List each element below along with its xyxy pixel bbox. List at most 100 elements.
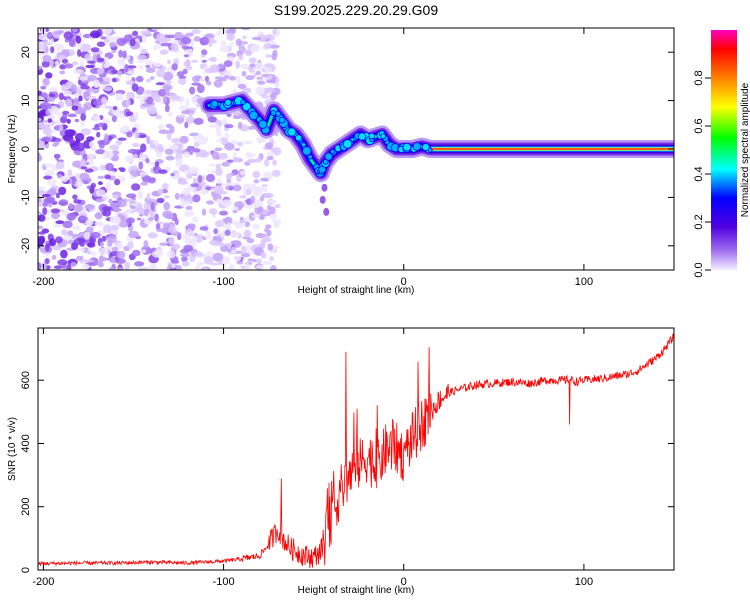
noise-blob: [178, 105, 189, 111]
noise-blob: [181, 261, 190, 267]
x-tick-label: 100: [575, 576, 593, 588]
noise-blob: [80, 166, 88, 170]
noise-blob: [245, 159, 257, 163]
noise-blob: [271, 52, 278, 61]
noise-blob: [138, 65, 144, 71]
noise-blob: [130, 205, 135, 209]
noise-blob: [131, 183, 141, 191]
noise-blob: [218, 28, 223, 34]
noise-blob: [168, 144, 179, 150]
noise-blob: [109, 144, 120, 151]
noise-blob: [170, 137, 181, 144]
noise-blob: [139, 171, 147, 176]
noise-blob: [63, 31, 74, 40]
noise-blob: [44, 258, 50, 265]
noise-blob: [51, 211, 60, 220]
noise-blob: [95, 149, 106, 155]
noise-blob: [264, 63, 274, 68]
ridge-blob: [342, 139, 353, 149]
noise-blob: [213, 79, 223, 88]
noise-blob: [152, 62, 162, 67]
noise-blob: [250, 195, 256, 204]
noise-blob: [140, 181, 149, 186]
noise-blob: [46, 31, 53, 40]
noise-blob: [253, 73, 257, 78]
noise-blob: [45, 243, 50, 252]
noise-blob: [56, 54, 67, 60]
noise-blob: [170, 267, 177, 270]
snr-frame: [37, 327, 675, 571]
x-tick-label: 0: [401, 276, 407, 288]
noise-blob: [114, 178, 121, 186]
ridge-blob: [224, 98, 232, 107]
noise-blob: [163, 222, 170, 228]
noise-blob: [124, 63, 129, 73]
noise-blob: [43, 163, 55, 168]
noise-blob: [167, 112, 174, 117]
noise-blob: [52, 142, 58, 147]
noise-blob: [238, 54, 244, 61]
noise-blob: [60, 229, 68, 236]
x-tick-label: -200: [32, 276, 54, 288]
noise-blob: [218, 78, 227, 82]
noise-blob: [97, 122, 105, 128]
noise-blob: [203, 267, 209, 270]
snr-line: [38, 332, 674, 569]
noise-blob: [38, 117, 42, 122]
noise-blob: [84, 53, 92, 62]
noise-blob: [78, 215, 87, 224]
colorbar-tick-label: 0.0: [693, 262, 705, 277]
noise-blob: [162, 95, 168, 104]
noise-blob: [62, 220, 73, 229]
noise-blob: [46, 96, 56, 102]
noise-blob: [155, 114, 162, 120]
noise-blob: [230, 249, 238, 254]
noise-blob: [65, 81, 72, 88]
noise-blob: [185, 65, 193, 71]
noise-blob: [274, 204, 281, 208]
noise-blob: [86, 250, 92, 255]
snr-panel: -200 -100 0 100 0 200 400 600 Height of straig…: [7, 327, 675, 596]
noise-blob: [262, 185, 268, 193]
noise-blob: [84, 204, 95, 210]
noise-blob: [256, 139, 267, 143]
noise-blob: [104, 105, 113, 109]
noise-blob: [134, 130, 139, 139]
noise-blob: [215, 167, 223, 176]
noise-blob: [260, 177, 269, 182]
spectrogram-noise-blobs: [38, 28, 282, 270]
noise-blob: [205, 231, 212, 239]
noise-blob: [182, 187, 190, 197]
noise-blob: [58, 186, 67, 196]
noise-blob: [104, 133, 109, 142]
noise-blob: [252, 259, 257, 263]
chart-title: S199.2025.229.20.29.G09: [273, 2, 439, 18]
noise-blob: [229, 75, 236, 81]
noise-blob: [166, 131, 172, 141]
noise-blob: [115, 140, 123, 145]
noise-blob: [132, 153, 139, 159]
noise-blob: [86, 185, 92, 189]
ridge-blob: [324, 152, 333, 161]
noise-blob: [50, 46, 55, 54]
noise-blob: [260, 240, 266, 249]
noise-blob: [179, 96, 184, 104]
noise-blob: [72, 61, 79, 66]
noise-blob: [235, 60, 241, 69]
noise-blob: [190, 183, 199, 188]
noise-blob: [145, 64, 151, 68]
noise-blob: [42, 207, 48, 216]
noise-blob: [195, 239, 203, 243]
noise-blob: [249, 63, 256, 68]
noise-blob: [113, 206, 120, 213]
noise-blob: [144, 60, 154, 66]
noise-blob: [59, 64, 67, 70]
noise-blob: [150, 202, 155, 211]
noise-blob: [158, 88, 167, 97]
y-tick-label: 20: [20, 46, 32, 58]
noise-blob: [103, 86, 113, 92]
noise-blob: [74, 109, 86, 115]
noise-blob: [102, 155, 109, 159]
noise-blob: [251, 214, 262, 218]
noise-blob: [42, 202, 49, 207]
